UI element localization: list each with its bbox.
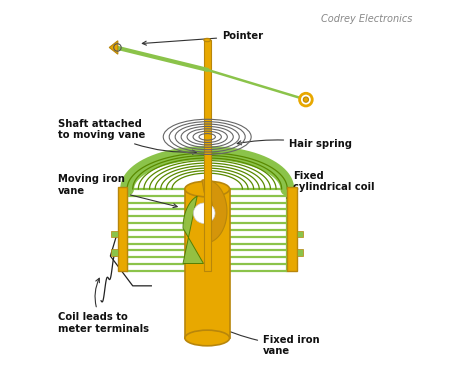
Text: Coil leads to
meter terminals: Coil leads to meter terminals xyxy=(58,278,149,334)
Ellipse shape xyxy=(185,330,229,346)
Ellipse shape xyxy=(204,38,210,42)
Polygon shape xyxy=(202,180,227,243)
Text: Pointer: Pointer xyxy=(142,31,263,45)
Bar xyxy=(185,189,229,338)
Text: Hair spring: Hair spring xyxy=(237,139,352,149)
Bar xyxy=(118,187,127,271)
Bar xyxy=(297,231,303,237)
Text: Fixed
cylindrical coil: Fixed cylindrical coil xyxy=(287,171,374,198)
Circle shape xyxy=(300,93,312,106)
Text: Fixed iron
vane: Fixed iron vane xyxy=(215,325,319,356)
Bar xyxy=(204,40,210,271)
Circle shape xyxy=(303,97,309,102)
Bar xyxy=(297,249,303,256)
Bar xyxy=(111,231,118,237)
Bar xyxy=(111,249,118,256)
Ellipse shape xyxy=(193,203,215,223)
Text: Moving iron
vane: Moving iron vane xyxy=(58,175,177,208)
Text: Codrey Electronics: Codrey Electronics xyxy=(321,14,412,24)
Polygon shape xyxy=(183,196,203,263)
Ellipse shape xyxy=(185,181,229,197)
Text: Shaft attached
to moving vane: Shaft attached to moving vane xyxy=(58,119,197,154)
Bar xyxy=(287,187,297,271)
Polygon shape xyxy=(109,41,118,54)
